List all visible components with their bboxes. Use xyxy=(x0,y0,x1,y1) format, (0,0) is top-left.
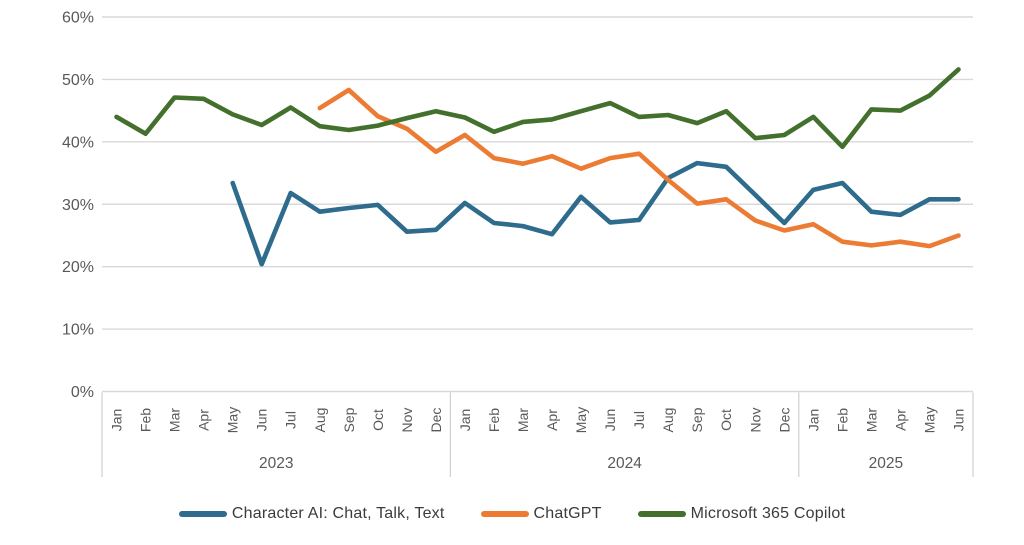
legend-item-chatgpt: ChatGPT xyxy=(480,505,602,523)
x-axis-month-label: Jun xyxy=(602,409,618,432)
x-axis-month-label: Jun xyxy=(254,409,270,432)
y-axis-tick-label: 20% xyxy=(62,259,94,276)
x-axis-month-label: Oct xyxy=(370,409,386,431)
x-axis-month-label: May xyxy=(921,407,937,433)
x-axis-month-label: Jul xyxy=(283,411,299,429)
x-axis-month-label: Mar xyxy=(515,408,531,432)
x-axis-month-label: Feb xyxy=(834,408,850,432)
y-axis-tick-label: 60% xyxy=(62,10,94,27)
legend-label-microsoft-365-copilot: Microsoft 365 Copilot xyxy=(690,505,846,522)
x-axis-month-label: Apr xyxy=(196,409,212,431)
y-axis-tick-label: 30% xyxy=(62,197,94,214)
x-axis-month-label: May xyxy=(225,407,241,433)
x-axis-month-label: Jan xyxy=(805,409,821,432)
x-axis-month-label: Apr xyxy=(544,409,560,431)
legend-label-character-ai: Character AI: Chat, Talk, Text xyxy=(231,505,445,522)
y-axis-tick-label: 10% xyxy=(62,322,94,339)
x-axis-month-label: Mar xyxy=(167,408,183,432)
legend-item-character-ai: Character AI: Chat, Talk, Text xyxy=(178,505,445,523)
x-axis-month-label: May xyxy=(573,407,589,433)
legend-swatch-chatgpt xyxy=(480,511,529,517)
x-axis-month-label: Feb xyxy=(486,408,502,432)
legend-swatch-character-ai xyxy=(178,511,227,517)
x-axis-month-label: Aug xyxy=(312,408,328,433)
x-axis-year-label: 2025 xyxy=(869,455,903,472)
x-axis-month-label: Nov xyxy=(747,408,763,433)
x-axis-month-label: Jun xyxy=(950,409,966,432)
x-axis-month-label: Aug xyxy=(660,408,676,433)
x-axis-month-label: Mar xyxy=(863,408,879,432)
legend-item-microsoft-365-copilot: Microsoft 365 Copilot xyxy=(637,505,846,523)
x-axis-month-label: Feb xyxy=(138,408,154,432)
legend-label-chatgpt: ChatGPT xyxy=(533,505,602,522)
x-axis-month-label: Oct xyxy=(718,409,734,431)
x-axis-month-label: Sep xyxy=(689,407,705,432)
x-axis-month-label: Apr xyxy=(892,409,908,431)
series-line-microsoft-365-copilot xyxy=(114,67,961,150)
y-axis-tick-label: 0% xyxy=(71,384,94,401)
series-line-character-ai-chat-talk-text xyxy=(230,160,961,267)
y-axis-tick-label: 40% xyxy=(62,134,94,151)
legend-swatch-microsoft-365-copilot xyxy=(637,511,686,517)
x-axis-month-label: Sep xyxy=(341,407,357,432)
x-axis-month-label: Jan xyxy=(457,409,473,432)
chart-legend: Character AI: Chat, Talk, Text ChatGPT M… xyxy=(0,499,1024,529)
x-axis-month-label: Dec xyxy=(428,408,444,433)
series-line-chatgpt xyxy=(317,87,961,249)
y-axis-tick-label: 50% xyxy=(62,72,94,89)
x-axis-year-label: 2023 xyxy=(259,455,293,472)
x-axis-month-label: Jan xyxy=(109,409,125,432)
x-axis-month-label: Nov xyxy=(399,408,415,433)
x-axis-month-label: Dec xyxy=(776,408,792,433)
x-axis-year-label: 2024 xyxy=(607,455,642,472)
x-axis-month-label: Jul xyxy=(631,411,647,429)
